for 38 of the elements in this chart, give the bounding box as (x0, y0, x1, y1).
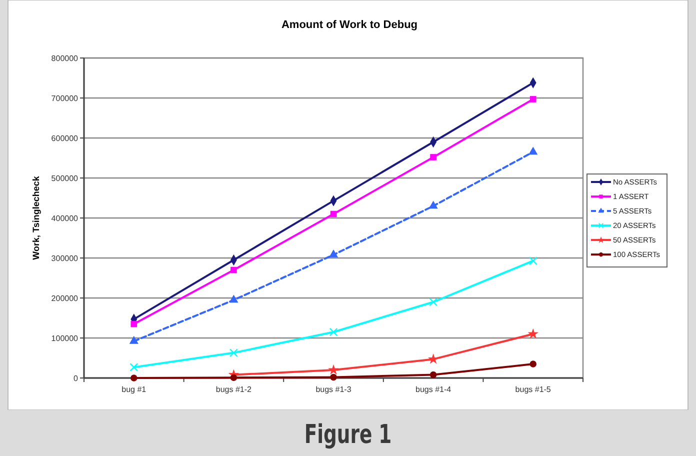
caption: Figure 1 (304, 418, 392, 450)
point (130, 374, 138, 382)
point (528, 256, 538, 266)
y-tick-label: 500000 (51, 174, 79, 183)
point (429, 298, 438, 306)
point (428, 200, 438, 209)
point (130, 362, 138, 372)
point (430, 154, 436, 160)
x-tick-label: bugs #1-4 (416, 385, 452, 394)
point (229, 348, 238, 358)
point (130, 320, 138, 328)
point (329, 328, 338, 336)
x-tick-label: bug #1 (122, 385, 147, 394)
point (330, 374, 337, 381)
point (129, 336, 138, 344)
y-axis-title: Work, Tsinglecheck (31, 175, 41, 260)
point (328, 364, 339, 375)
y-tick-label: 300000 (51, 254, 79, 263)
point (530, 360, 536, 368)
y-tick-label: 400000 (51, 214, 79, 223)
y-tick-label: 800000 (51, 54, 79, 63)
y-tick-label: 700000 (51, 94, 79, 103)
point (328, 250, 338, 258)
x-tick-label: bugs #1-2 (216, 385, 252, 394)
point (330, 210, 337, 218)
x-tick-label: bugs #1-3 (316, 385, 352, 394)
point (530, 96, 536, 102)
point (528, 146, 538, 155)
point (230, 266, 237, 274)
y-tick-label: 600000 (51, 134, 79, 143)
point (430, 371, 437, 378)
chart-title: Amount of Work to Debug (281, 19, 418, 31)
point (528, 328, 538, 339)
y-tick-label: 100000 (51, 334, 79, 343)
x-tick-label: bugs #1-5 (515, 385, 552, 394)
y-tick-label: 0 (74, 374, 79, 383)
point (229, 294, 238, 303)
y-tick-label: 200000 (51, 294, 79, 303)
